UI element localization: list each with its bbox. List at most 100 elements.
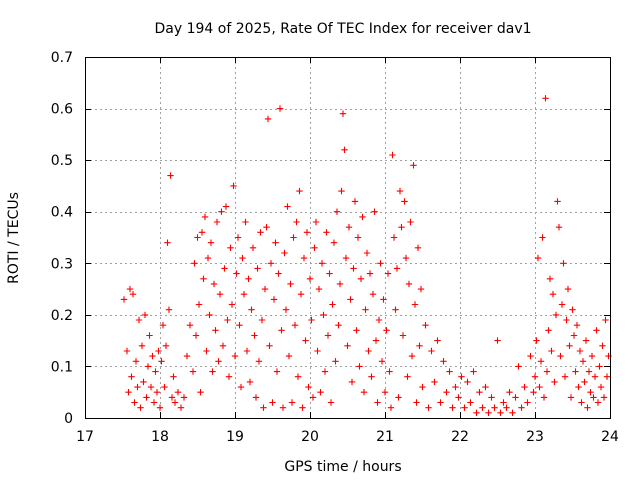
data-point: [332, 358, 339, 365]
data-point: [576, 347, 584, 355]
data-point: [216, 291, 224, 298]
data-point: [518, 404, 525, 411]
data-point: [386, 368, 393, 375]
data-point: [545, 327, 552, 334]
data-point: [191, 260, 198, 267]
data-point: [356, 363, 363, 370]
data-point: [497, 409, 504, 416]
data-point: [288, 399, 296, 406]
data-point: [408, 352, 416, 360]
data-point: [152, 368, 159, 375]
data-point: [366, 270, 374, 277]
data-point: [341, 146, 348, 153]
data-point: [261, 285, 269, 293]
x-tick-label: 19: [226, 429, 244, 445]
data-point: [180, 394, 188, 401]
data-point: [527, 352, 534, 360]
data-point: [392, 306, 399, 313]
y-tick-label: 0.6: [51, 102, 73, 118]
data-point: [359, 213, 366, 221]
data-point: [570, 332, 578, 339]
data-point: [276, 105, 284, 112]
data-point: [170, 373, 177, 380]
y-tick-label: 0.2: [51, 308, 73, 324]
data-point: [342, 254, 350, 262]
data-point: [539, 234, 546, 241]
data-point: [336, 280, 344, 288]
data-point: [207, 239, 215, 246]
data-point: [209, 368, 216, 375]
data-point: [363, 249, 371, 257]
data-point: [422, 322, 429, 329]
data-point: [254, 265, 261, 272]
data-point: [236, 322, 243, 329]
data-point: [273, 368, 281, 375]
x-tick-label: 22: [451, 429, 469, 445]
data-point: [500, 399, 507, 406]
data-point: [257, 229, 264, 236]
data-point: [353, 327, 360, 334]
data-point: [159, 322, 167, 329]
data-point: [473, 409, 480, 416]
x-tick-label: 21: [376, 429, 394, 445]
data-point: [596, 363, 603, 370]
data-point: [428, 347, 435, 355]
data-point: [515, 363, 522, 370]
data-point: [309, 394, 317, 401]
data-point: [231, 352, 239, 360]
data-point: [245, 275, 252, 282]
data-point: [285, 352, 293, 360]
data-point: [603, 373, 611, 380]
data-point: [536, 383, 543, 391]
data-point: [344, 342, 351, 349]
data-point: [380, 296, 387, 303]
data-point: [222, 203, 230, 210]
data-point: [225, 373, 233, 380]
data-point: [203, 347, 210, 355]
data-point: [249, 244, 257, 251]
data-point: [417, 285, 425, 293]
data-point: [204, 254, 212, 262]
data-point: [582, 337, 590, 344]
data-point: [585, 368, 593, 375]
data-point: [455, 394, 462, 401]
plot-frame: [85, 57, 611, 419]
data-point: [597, 383, 605, 391]
x-tick-label: 17: [76, 429, 94, 445]
data-point: [167, 172, 174, 179]
data-point: [251, 332, 258, 339]
data-point: [123, 347, 131, 355]
data-point: [155, 347, 162, 355]
data-point: [374, 399, 381, 406]
data-point: [347, 296, 354, 303]
data-point: [242, 218, 249, 226]
data-point: [132, 358, 140, 365]
data-point: [410, 162, 417, 169]
data-point: [437, 399, 444, 406]
data-point: [560, 260, 567, 267]
data-point: [395, 394, 402, 401]
data-point: [290, 234, 297, 241]
data-point: [401, 198, 408, 205]
data-point: [339, 110, 347, 117]
data-point: [227, 244, 234, 251]
data-point: [588, 352, 596, 360]
data-point: [284, 203, 291, 210]
data-point: [224, 316, 231, 324]
data-point: [563, 316, 570, 324]
data-point: [584, 404, 591, 411]
data-point: [378, 358, 386, 365]
data-point: [329, 301, 336, 308]
data-point: [221, 265, 228, 272]
data-point: [587, 389, 594, 396]
data-point: [272, 239, 279, 246]
data-point: [164, 239, 171, 246]
data-point: [303, 229, 311, 236]
y-axis-title: ROTI / TECUs: [6, 192, 22, 284]
data-point: [141, 311, 149, 319]
data-point: [230, 182, 237, 190]
data-point: [411, 301, 419, 308]
data-point: [279, 404, 287, 411]
x-tick-label: 18: [151, 429, 169, 445]
chart-title: Day 194 of 2025, Rate Of TEC Index for r…: [154, 21, 531, 37]
